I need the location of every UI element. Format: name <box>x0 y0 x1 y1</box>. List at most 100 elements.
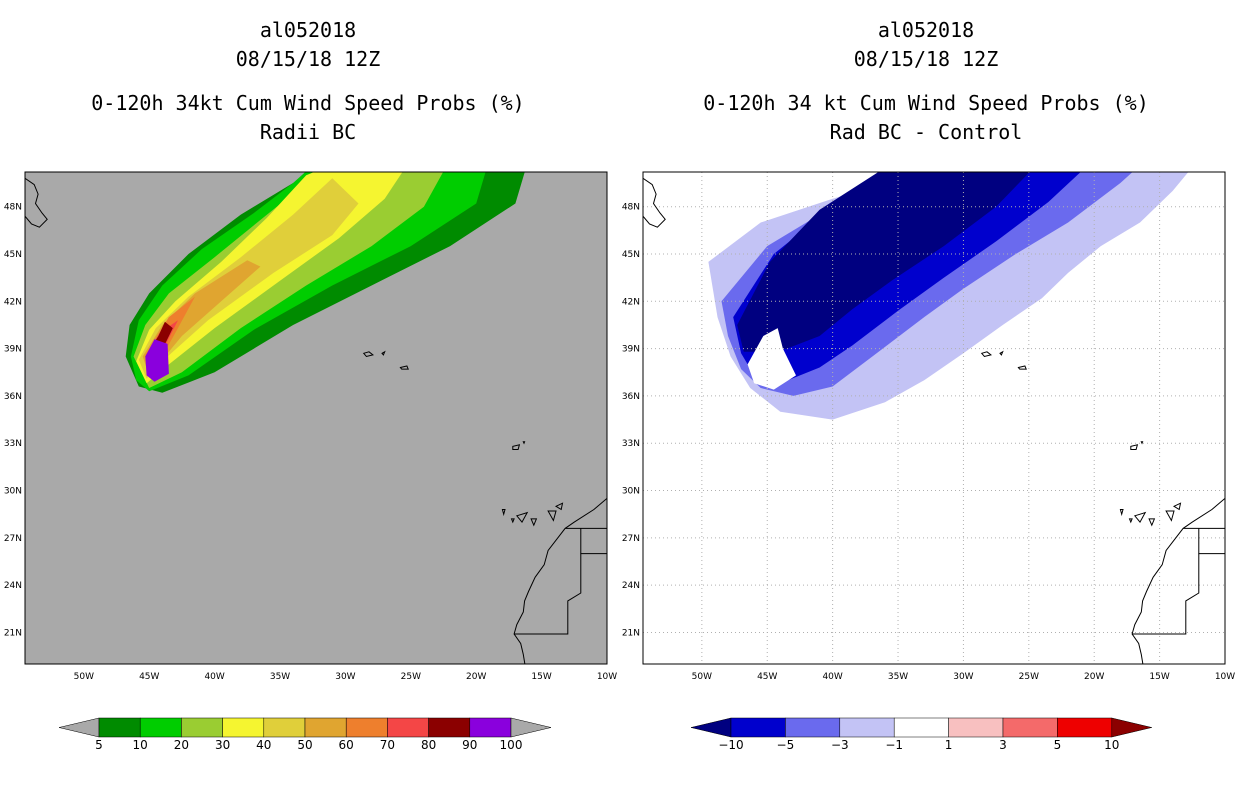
x-tick-label: 15W <box>1149 672 1169 682</box>
left-axis-ticks: 50W 45W 40W 35W 30W 25W 20W 15W 10W 48N 45N 42N 39N 3… <box>4 203 617 682</box>
x-tick-label: 40W <box>204 672 224 682</box>
colorbar-label: 70 <box>380 738 395 752</box>
country-border <box>514 553 582 635</box>
left-subtitle: Radii BC <box>259 120 357 144</box>
right-gridlines <box>643 172 1225 664</box>
y-tick-label: 21N <box>4 628 22 638</box>
x-tick-label: 50W <box>74 672 94 682</box>
island-outline <box>1017 365 1027 370</box>
x-tick-label: 25W <box>1019 672 1039 682</box>
island-outline <box>362 351 375 358</box>
island-outline <box>399 365 409 370</box>
left-storm-id: al052018 <box>259 18 357 42</box>
colorbar-segment <box>730 717 786 738</box>
island-outline <box>1165 510 1175 522</box>
colorbar-segment <box>387 717 429 738</box>
country-border <box>1132 553 1200 635</box>
island-outline <box>980 351 993 358</box>
colorbar-label: 3 <box>999 738 1007 752</box>
island-outline <box>501 509 506 517</box>
colorbar-label: 80 <box>421 738 436 752</box>
island-outline <box>1128 518 1133 524</box>
colorbar-low-extend <box>58 717 100 738</box>
colorbar-segment <box>948 717 1004 738</box>
colorbar-label: 30 <box>215 738 230 752</box>
left-datetime: 08/15/18 12Z <box>235 47 381 71</box>
x-tick-label: 50W <box>692 672 712 682</box>
island-outline <box>1130 444 1139 450</box>
right-map-panel: 50W 45W 40W 35W 30W 25W 20W 15W 10W 48N 45N 42N 39N 3… <box>622 171 1235 682</box>
y-tick-label: 27N <box>4 534 22 544</box>
colorbar-label: −5 <box>777 738 795 752</box>
x-tick-label: 45W <box>757 672 777 682</box>
y-tick-label: 45N <box>4 250 22 260</box>
x-tick-label: 30W <box>953 672 973 682</box>
colorbar-label: 20 <box>174 738 189 752</box>
colorbar-segment <box>139 717 182 738</box>
contour-band <box>145 339 169 382</box>
x-tick-label: 35W <box>270 672 290 682</box>
island-outline <box>1133 511 1147 523</box>
x-tick-label: 10W <box>597 672 617 682</box>
colorbar-segment <box>304 717 347 738</box>
left-map-panel: 50W 45W 40W 35W 30W 25W 20W 15W 10W 48N 45N 42N 39N 3… <box>4 171 617 682</box>
island-outline <box>515 511 529 523</box>
x-tick-label: 10W <box>1215 672 1235 682</box>
colorbar-label: 10 <box>1104 738 1119 752</box>
left-coastlines <box>25 177 607 664</box>
colorbar-segment <box>1002 717 1058 738</box>
y-tick-label: 42N <box>4 297 22 307</box>
colorbar-label: −1 <box>885 738 903 752</box>
colorbar-label: 10 <box>133 738 148 752</box>
colorbar-high-extend <box>1111 717 1152 738</box>
x-tick-label: 20W <box>1084 672 1104 682</box>
y-tick-label: 24N <box>622 581 640 591</box>
x-tick-label: 15W <box>531 672 551 682</box>
island-outline <box>530 518 538 527</box>
y-tick-label: 48N <box>4 203 22 213</box>
y-tick-label: 33N <box>4 439 22 449</box>
island-outline <box>1119 509 1124 517</box>
colorbar-segment <box>222 717 265 738</box>
left-probability-bands <box>125 172 525 393</box>
colorbar-label: 40 <box>256 738 271 752</box>
right-panel-title: al052018 08/15/18 12Z 0-120h 34 kt Cum W… <box>634 16 1218 147</box>
newfoundland-coastline <box>25 177 48 228</box>
island-outline <box>522 441 526 445</box>
x-tick-label: 20W <box>466 672 486 682</box>
right-map-frame <box>642 171 1226 665</box>
africa-coastline <box>1131 496 1225 664</box>
colorbar-label: −3 <box>831 738 849 752</box>
colorbar-segment <box>428 717 471 738</box>
y-tick-label: 30N <box>4 487 22 497</box>
colorbar-segment <box>469 717 512 738</box>
colorbar-label: 5 <box>95 738 103 752</box>
right-difference-bands <box>708 172 1189 420</box>
colorbar-label: 90 <box>462 738 477 752</box>
y-tick-label: 27N <box>622 534 640 544</box>
y-tick-label: 39N <box>4 345 22 355</box>
island-outline <box>1140 441 1144 445</box>
contour-band <box>142 260 261 376</box>
colorbar-segment <box>893 717 949 738</box>
colorbar-label: 60 <box>339 738 354 752</box>
colorbar-segment <box>263 717 306 738</box>
island-outline <box>1172 502 1182 511</box>
colorbar-high-extend <box>510 717 552 738</box>
right-datetime: 08/15/18 12Z <box>853 47 999 71</box>
y-tick-label: 42N <box>622 297 640 307</box>
left-colorbar: 5 10 20 30 40 50 60 70 80 90 100 <box>58 717 552 752</box>
y-tick-label: 45N <box>622 250 640 260</box>
x-tick-label: 35W <box>888 672 908 682</box>
contour-band <box>133 172 444 388</box>
y-tick-label: 24N <box>4 581 22 591</box>
right-title: 0-120h 34 kt Cum Wind Speed Probs (%) <box>703 91 1149 115</box>
island-outline <box>999 350 1004 356</box>
africa-coastline <box>513 496 607 664</box>
island-outline <box>1148 518 1156 527</box>
island-outline <box>510 518 515 524</box>
near-zero-difference-patch <box>747 328 796 390</box>
left-map-frame <box>24 171 608 665</box>
colorbar-segment <box>785 717 841 738</box>
